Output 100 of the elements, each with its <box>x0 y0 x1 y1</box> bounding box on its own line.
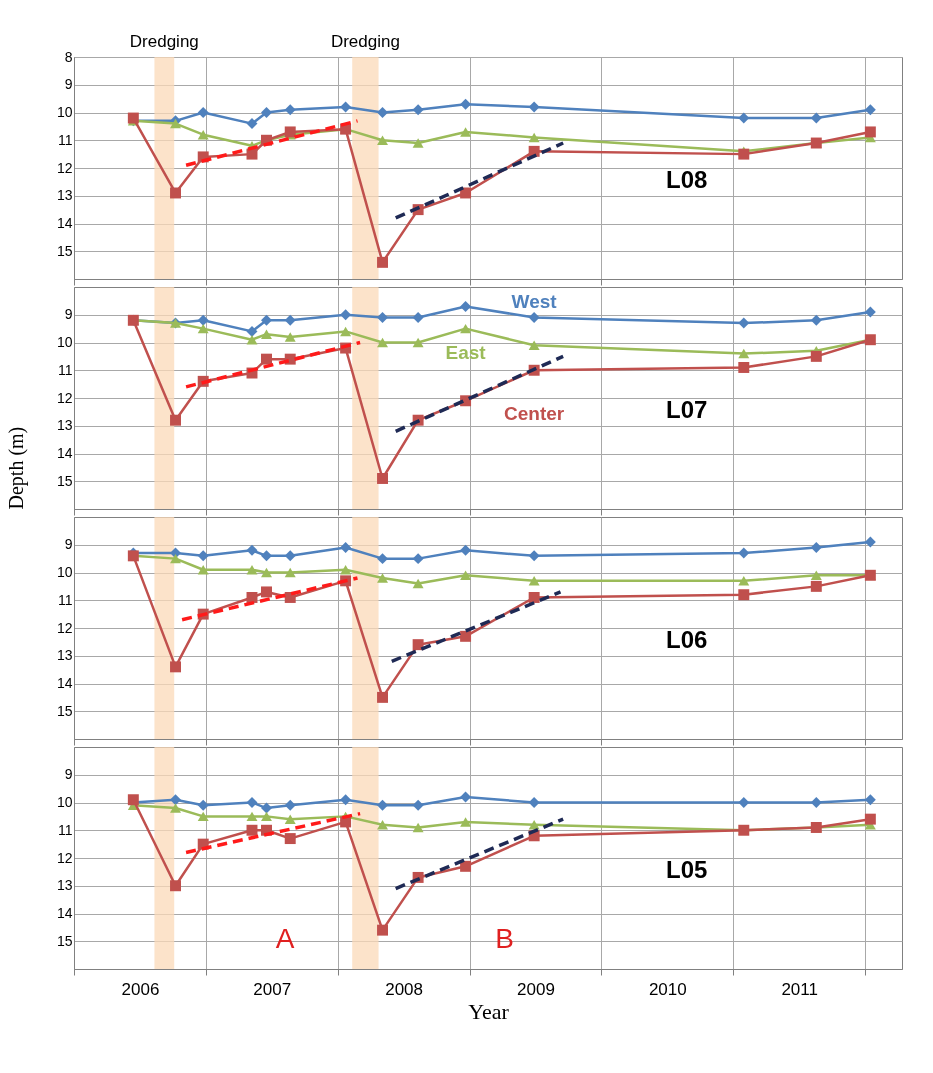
y-tick-label: 15 <box>56 932 73 949</box>
point <box>377 573 388 583</box>
point <box>261 329 272 339</box>
y-tick-label: 11 <box>57 131 73 148</box>
y-tick-label: 10 <box>56 564 73 580</box>
y-tick-label: 11 <box>57 821 73 838</box>
point <box>246 118 258 130</box>
point <box>340 794 352 806</box>
y-tick-label: 13 <box>56 877 73 894</box>
point <box>284 814 296 824</box>
x-tick-label: 2011 <box>781 979 818 999</box>
point <box>528 797 540 808</box>
point <box>738 317 750 329</box>
point <box>412 578 424 589</box>
point <box>528 312 540 323</box>
point <box>864 104 876 116</box>
y-tick-label: 12 <box>56 849 73 866</box>
y-tick-label: 9 <box>64 306 73 323</box>
point <box>460 791 472 803</box>
point <box>412 639 424 651</box>
point <box>377 107 388 118</box>
point <box>246 544 258 556</box>
point <box>377 312 388 323</box>
point <box>528 550 540 562</box>
annotation: L06 <box>666 626 708 654</box>
point <box>170 553 181 564</box>
point <box>261 567 272 578</box>
point <box>197 323 209 334</box>
annotation: L08 <box>666 166 708 194</box>
y-tick-label: 14 <box>56 445 73 461</box>
y-tick-label: 9 <box>64 536 73 553</box>
series-label: East <box>445 341 487 363</box>
point <box>170 803 181 813</box>
point <box>377 337 388 348</box>
point <box>738 362 750 373</box>
y-tick-label: 12 <box>56 389 73 406</box>
point <box>284 314 296 326</box>
series-label: Center <box>504 403 565 425</box>
point <box>284 104 296 116</box>
y-tick-label: 15 <box>56 242 73 259</box>
point <box>197 314 209 326</box>
point <box>377 799 388 811</box>
point <box>738 589 750 601</box>
y-tick-label: 8 <box>64 48 73 65</box>
point <box>412 312 424 323</box>
point <box>738 576 750 586</box>
y-tick-label: 10 <box>56 104 73 120</box>
point <box>460 300 472 312</box>
x-tick-label: 2010 <box>648 979 687 999</box>
point <box>197 811 209 822</box>
point <box>340 101 352 113</box>
point <box>284 799 296 811</box>
point <box>197 564 209 575</box>
point <box>810 350 822 362</box>
y-tick-label: 10 <box>56 794 73 810</box>
point <box>460 570 472 581</box>
point <box>864 536 876 548</box>
point <box>377 819 388 830</box>
point <box>377 135 388 145</box>
point <box>810 580 822 592</box>
point <box>261 353 272 365</box>
point <box>460 544 472 556</box>
point <box>340 542 352 553</box>
y-tick-label: 9 <box>64 76 73 93</box>
point <box>377 256 388 268</box>
point <box>197 107 209 118</box>
point <box>810 314 822 326</box>
point <box>261 550 272 562</box>
point <box>284 833 296 845</box>
point <box>246 811 258 822</box>
point <box>261 802 272 814</box>
point <box>412 799 424 811</box>
point <box>340 326 352 337</box>
point <box>460 98 472 110</box>
annotation: B <box>495 923 514 955</box>
y-tick-label: 11 <box>57 591 73 608</box>
y-axis-title: Depth (m) <box>4 426 28 510</box>
point <box>460 817 472 827</box>
y-tick-label: 11 <box>57 361 73 378</box>
point <box>377 553 388 565</box>
x-tick-label: 2008 <box>385 979 424 999</box>
point <box>864 813 876 825</box>
point <box>261 811 272 822</box>
point <box>738 348 750 359</box>
point <box>738 547 750 559</box>
annotation: L05 <box>666 856 708 884</box>
point <box>340 309 352 321</box>
y-tick-label: 14 <box>56 215 73 231</box>
y-tick-label: 14 <box>56 675 73 691</box>
series-label: West <box>511 290 558 312</box>
point <box>377 473 388 484</box>
point <box>460 323 472 334</box>
y-tick-label: 10 <box>56 334 73 350</box>
point <box>412 553 424 565</box>
point <box>810 570 822 581</box>
y-tick-label: 13 <box>56 647 73 664</box>
point <box>864 794 876 806</box>
point <box>246 325 258 337</box>
point <box>377 691 388 703</box>
point <box>528 592 540 603</box>
